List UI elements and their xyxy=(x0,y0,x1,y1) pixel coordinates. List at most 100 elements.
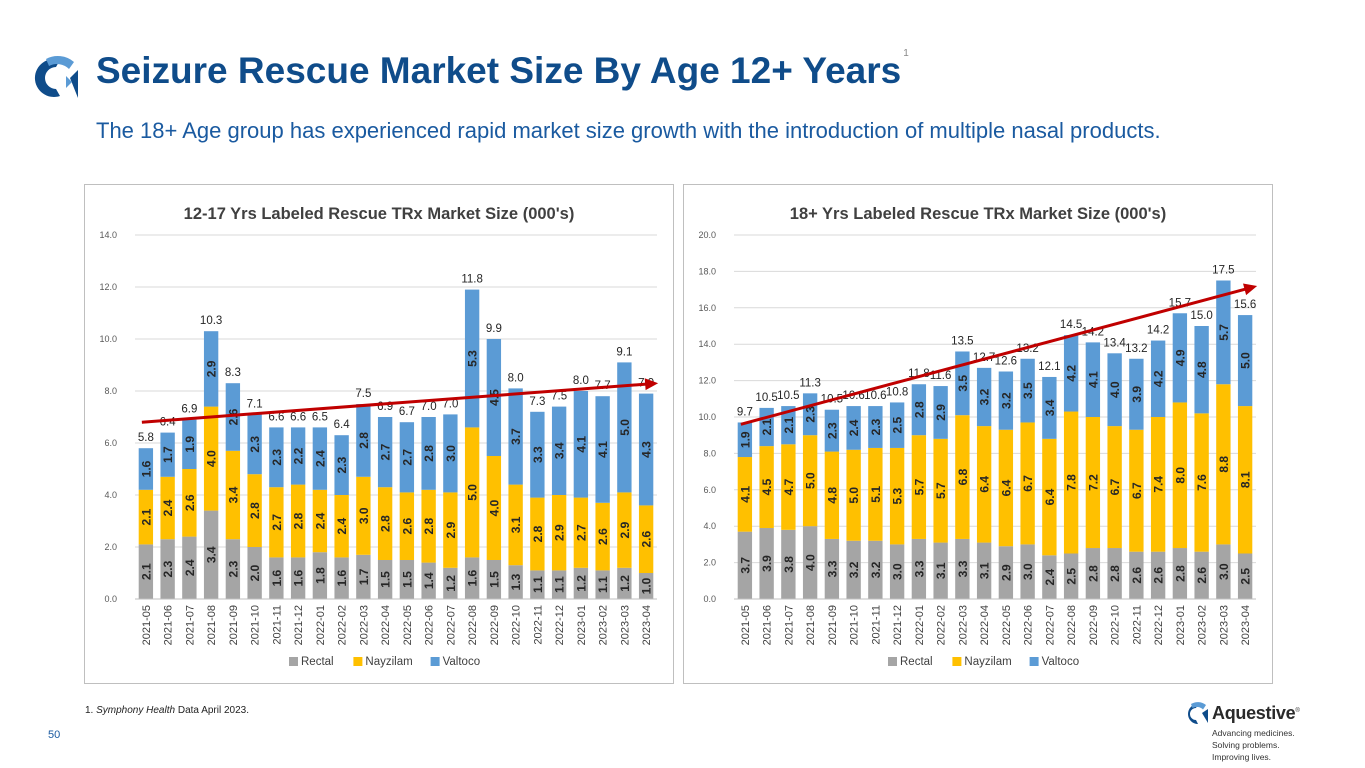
bar-value-label: 5.3 xyxy=(466,350,480,367)
footnote-number: 1. xyxy=(85,705,94,716)
bar-value-label: 5.0 xyxy=(847,487,861,504)
total-label: 7.0 xyxy=(442,398,458,410)
brand-tagline-line: Improving lives. xyxy=(1212,752,1272,762)
x-tick-label: 2022-10 xyxy=(511,605,523,645)
bar-value-label: 2.1 xyxy=(782,417,796,434)
y-tick-label: 6.0 xyxy=(703,485,716,495)
total-label: 13.5 xyxy=(951,335,973,347)
bar-rectal xyxy=(334,557,349,599)
x-tick-label: 2022-11 xyxy=(1131,605,1143,645)
bar-value-label: 2.3 xyxy=(825,422,839,439)
bar-value-label: 2.3 xyxy=(335,456,349,473)
bar-value-label: 3.4 xyxy=(226,486,240,503)
bar-rectal xyxy=(1150,551,1166,599)
bar-value-label: 1.3 xyxy=(509,573,523,590)
bar-nayzilam xyxy=(976,426,992,543)
bar-nayzilam xyxy=(737,457,753,532)
bar-value-label: 2.6 xyxy=(183,494,197,511)
legend-swatch-valtoco xyxy=(1029,657,1039,666)
x-tick-label: 2021-09 xyxy=(228,605,240,645)
total-label: 14.2 xyxy=(1147,325,1169,337)
bar-value-label: 1.5 xyxy=(487,571,501,588)
bar-value-label: 2.7 xyxy=(270,514,284,531)
bar-rectal xyxy=(1129,551,1144,599)
total-label: 11.3 xyxy=(799,377,821,389)
bar-valtoco xyxy=(911,384,927,436)
total-label: 15.0 xyxy=(1190,310,1212,322)
bar-value-label: 6.8 xyxy=(956,468,970,485)
total-label: 14.5 xyxy=(1060,319,1082,331)
bar-value-label: 6.7 xyxy=(1108,478,1122,495)
brand-trademark: ® xyxy=(1295,708,1300,714)
bar-nayzilam xyxy=(998,429,1014,547)
bar-value-label: 2.1 xyxy=(139,508,153,525)
bar-value-label: 1.6 xyxy=(292,570,306,587)
y-tick-label: 14.0 xyxy=(99,230,117,240)
bar-valtoco xyxy=(1150,340,1166,417)
total-label: 7.0 xyxy=(421,401,437,413)
bar-nayzilam xyxy=(1085,417,1101,549)
bar-value-label: 3.7 xyxy=(738,557,752,574)
total-label: 7.1 xyxy=(247,398,263,410)
bar-valtoco xyxy=(182,419,197,469)
page-number: 50 xyxy=(48,729,61,741)
bar-rectal xyxy=(617,567,632,599)
bar-valtoco xyxy=(998,371,1014,430)
bar-valtoco xyxy=(290,427,306,485)
page-title-text: Seizure Rescue Market Size By Age 12+ Ye… xyxy=(96,50,902,91)
bar-rectal xyxy=(976,542,992,599)
total-label: 9.1 xyxy=(616,346,632,358)
bar-value-label: 4.2 xyxy=(1065,365,1079,382)
bar-nayzilam xyxy=(1129,429,1144,552)
bar-value-label: 3.2 xyxy=(999,392,1013,409)
bar-value-label: 2.3 xyxy=(804,406,818,423)
bar-value-label: 4.0 xyxy=(804,554,818,571)
bar-value-label: 3.1 xyxy=(978,562,992,579)
x-tick-label: 2022-12 xyxy=(554,605,566,645)
bar-value-label: 4.1 xyxy=(1086,371,1100,388)
bar-rectal xyxy=(312,552,328,599)
bar-value-label: 2.8 xyxy=(912,401,926,418)
bar-rectal xyxy=(846,540,861,599)
bar-nayzilam xyxy=(868,447,883,541)
total-label: 6.5 xyxy=(312,411,328,423)
bar-valtoco xyxy=(508,388,523,485)
bar-rectal xyxy=(203,510,219,599)
bar-rectal xyxy=(573,567,589,599)
bar-value-label: 4.8 xyxy=(825,487,839,504)
x-tick-label: 2022-03 xyxy=(358,605,370,645)
x-tick-label: 2022-09 xyxy=(489,605,501,645)
bar-rectal xyxy=(1042,555,1057,599)
trend-arrowhead xyxy=(644,378,659,391)
bar-valtoco xyxy=(781,406,796,445)
y-tick-label: 8.0 xyxy=(104,386,117,396)
bar-valtoco xyxy=(269,427,284,488)
bar-value-label: 3.3 xyxy=(956,560,970,577)
x-tick-label: 2022-08 xyxy=(467,605,479,645)
x-tick-label: 2022-06 xyxy=(424,605,436,645)
bar-value-label: 3.3 xyxy=(912,560,926,577)
bar-value-label: 2.7 xyxy=(574,524,588,541)
bar-value-label: 7.6 xyxy=(1195,474,1209,491)
total-label: 7.5 xyxy=(355,388,371,400)
bar-value-label: 1.1 xyxy=(596,576,610,593)
x-tick-label: 2022-02 xyxy=(337,605,349,645)
bar-rectal xyxy=(225,539,241,599)
x-tick-label: 2021-07 xyxy=(184,605,196,645)
bar-value-label: 6.7 xyxy=(1130,482,1144,499)
bar-value-label: 2.3 xyxy=(248,436,262,453)
legend-label: Rectal xyxy=(301,656,334,668)
bar-valtoco xyxy=(573,391,589,498)
bar-value-label: 3.1 xyxy=(509,516,523,533)
bar-value-label: 3.3 xyxy=(825,560,839,577)
bar-valtoco xyxy=(377,417,393,488)
total-label: 8.3 xyxy=(225,367,241,379)
x-tick-label: 2021-09 xyxy=(827,605,839,645)
bar-nayzilam xyxy=(312,489,328,553)
bar-value-label: 2.8 xyxy=(422,518,436,535)
bar-rectal xyxy=(1063,553,1079,599)
x-tick-label: 2022-10 xyxy=(1110,605,1122,645)
bar-valtoco xyxy=(247,414,262,475)
chart-18-plus-market-size: 18+ Yrs Labeled Rescue TRx Market Size (… xyxy=(683,184,1273,684)
y-tick-label: 12.0 xyxy=(99,282,117,292)
